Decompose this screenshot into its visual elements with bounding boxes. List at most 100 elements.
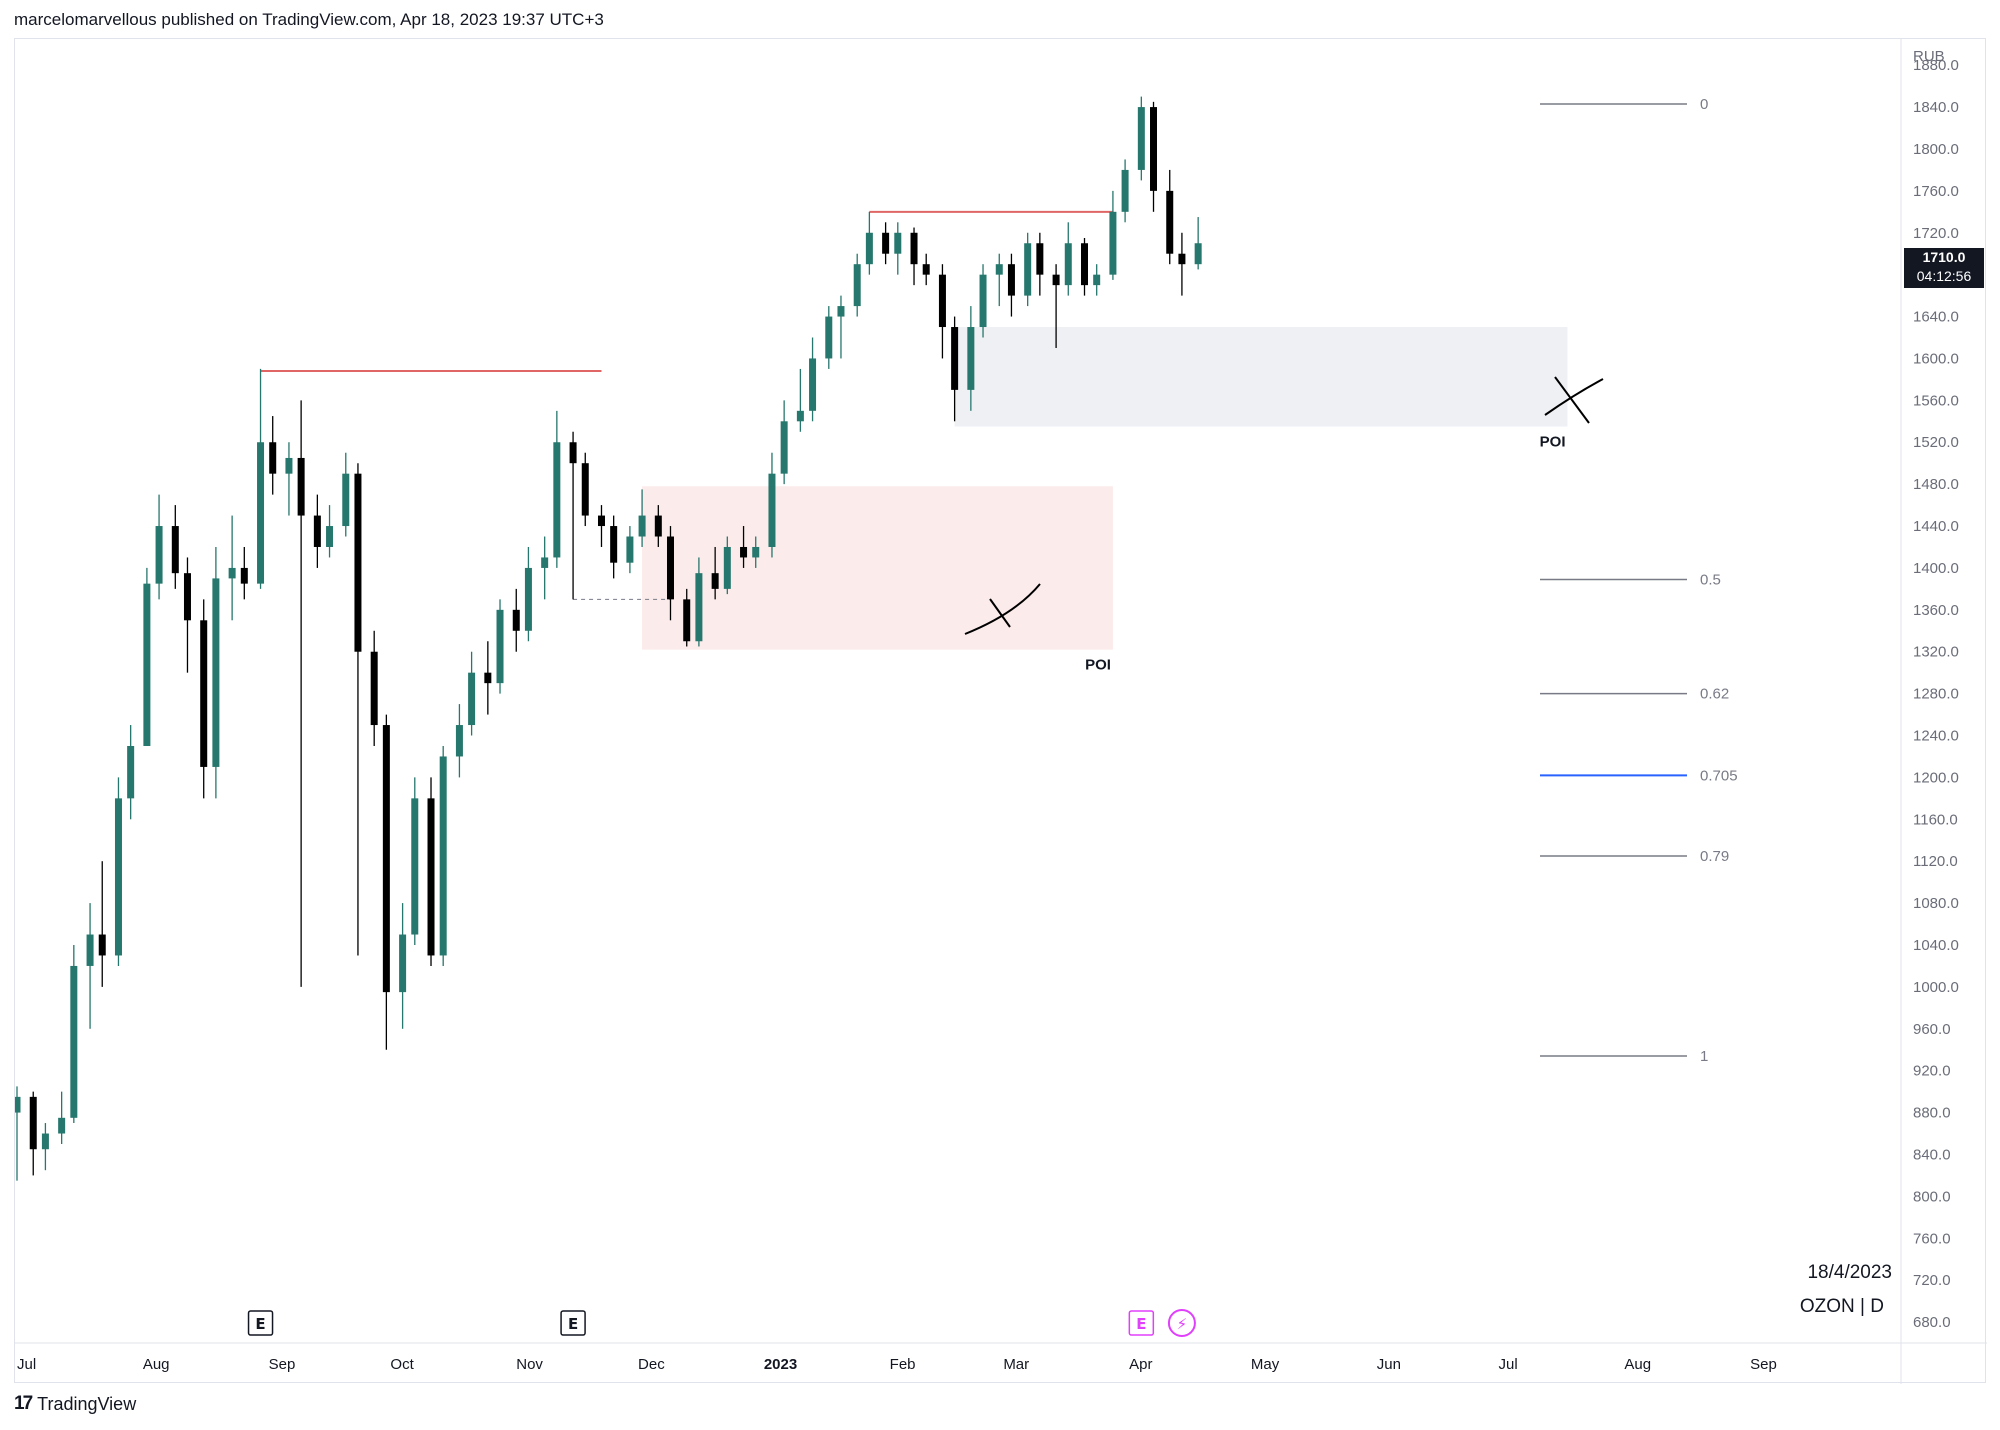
price-tick-label: 840.0	[1913, 1146, 1951, 1163]
candle-body[interactable]	[1081, 243, 1089, 286]
candle-body[interactable]	[257, 442, 265, 584]
candle-body[interactable]	[399, 934, 407, 993]
candle-body[interactable]	[1024, 243, 1032, 296]
candle-body[interactable]	[752, 546, 760, 558]
candle-body[interactable]	[654, 515, 662, 537]
candle-body[interactable]	[212, 578, 220, 767]
candle-body[interactable]	[695, 573, 703, 642]
candle-body[interactable]	[1121, 169, 1129, 212]
candle-body[interactable]	[1194, 243, 1202, 265]
candle-body[interactable]	[610, 526, 618, 563]
time-tick-label: Aug	[1624, 1356, 1651, 1373]
candle-body[interactable]	[922, 264, 930, 275]
candle-body[interactable]	[1036, 243, 1044, 275]
candle-body[interactable]	[553, 442, 561, 558]
price-tick-label: 1360.0	[1913, 602, 1959, 619]
candle-body[interactable]	[581, 463, 589, 516]
candle-body[interactable]	[1166, 190, 1174, 254]
tradingview-brand[interactable]: 17 TradingView	[14, 1393, 136, 1415]
candle-body[interactable]	[626, 536, 634, 563]
price-tick-label: 1400.0	[1913, 560, 1959, 577]
candle-body[interactable]	[512, 609, 520, 631]
candle-body[interactable]	[285, 457, 293, 474]
candle-body[interactable]	[1007, 264, 1015, 296]
candle-body[interactable]	[427, 798, 435, 956]
price-tick-label: 1240.0	[1913, 728, 1959, 745]
candle-body[interactable]	[342, 473, 350, 527]
candle-body[interactable]	[979, 274, 987, 328]
last-price: 1710.0	[1922, 249, 1966, 265]
candle-body[interactable]	[183, 573, 191, 621]
candle-body[interactable]	[1137, 107, 1145, 170]
candle-body[interactable]	[768, 473, 776, 547]
candle-body[interactable]	[58, 1117, 66, 1134]
candle-body[interactable]	[382, 725, 390, 993]
candle-body[interactable]	[569, 442, 577, 464]
candle-body[interactable]	[541, 557, 549, 568]
candle-body[interactable]	[938, 274, 946, 328]
candle-body[interactable]	[1178, 253, 1186, 265]
candle-body[interactable]	[86, 934, 94, 966]
candle-body[interactable]	[1093, 274, 1101, 286]
candle-body[interactable]	[155, 526, 163, 584]
candle-body[interactable]	[837, 306, 845, 317]
candle-body[interactable]	[326, 526, 334, 547]
candle-body[interactable]	[723, 546, 731, 589]
candle-body[interactable]	[439, 756, 447, 956]
candle-body[interactable]	[496, 609, 504, 684]
candle-body[interactable]	[666, 536, 674, 600]
candle-body[interactable]	[200, 620, 208, 767]
price-tick-label: 960.0	[1913, 1021, 1951, 1038]
candle-body[interactable]	[809, 358, 817, 411]
candle-body[interactable]	[1150, 107, 1158, 191]
candle-body[interactable]	[1109, 211, 1117, 275]
candle-body[interactable]	[853, 264, 861, 307]
price-tick-label: 1160.0	[1913, 811, 1958, 828]
candle-body[interactable]	[882, 232, 890, 254]
candle-body[interactable]	[228, 567, 236, 579]
candle-body[interactable]	[484, 672, 492, 684]
candle-body[interactable]	[127, 745, 135, 799]
candle-body[interactable]	[910, 232, 918, 265]
candle-body[interactable]	[455, 725, 463, 757]
candle-body[interactable]	[29, 1096, 37, 1150]
candle-body[interactable]	[240, 567, 248, 584]
candle-body[interactable]	[740, 546, 748, 558]
candle-body[interactable]	[711, 573, 719, 589]
candle-body[interactable]	[995, 264, 1003, 275]
candle-body[interactable]	[411, 798, 419, 935]
candle-body[interactable]	[967, 327, 975, 390]
candle-body[interactable]	[354, 473, 362, 652]
earnings-event-icon[interactable]: E	[1128, 1310, 1155, 1336]
candle-body[interactable]	[1052, 274, 1060, 286]
candle-body[interactable]	[370, 651, 378, 726]
candle-body[interactable]	[951, 327, 959, 390]
candle-body[interactable]	[468, 672, 476, 726]
time-tick-label: Apr	[1129, 1356, 1152, 1373]
candle-body[interactable]	[865, 232, 873, 265]
candle-body[interactable]	[98, 934, 106, 956]
earnings-event-icon[interactable]: E	[560, 1310, 586, 1336]
dividend-event-icon[interactable]: ⚡	[1167, 1309, 1196, 1337]
candle-body[interactable]	[825, 316, 833, 359]
candle-body[interactable]	[171, 526, 179, 574]
candle-body[interactable]	[894, 232, 902, 254]
candle-body[interactable]	[297, 457, 305, 516]
candle-body[interactable]	[313, 515, 321, 547]
candle-body[interactable]	[796, 410, 804, 422]
candle-body[interactable]	[269, 442, 277, 474]
candle-body[interactable]	[597, 515, 605, 527]
candle-body[interactable]	[683, 599, 691, 642]
earnings-event-icon[interactable]: E	[247, 1310, 274, 1336]
candle-body[interactable]	[1064, 243, 1072, 286]
candle-body[interactable]	[15, 1096, 21, 1113]
candle-body[interactable]	[638, 515, 646, 537]
candle-body[interactable]	[524, 567, 532, 631]
candle-body[interactable]	[114, 798, 122, 956]
candle-body[interactable]	[41, 1133, 49, 1150]
candle-body[interactable]	[780, 421, 788, 474]
candle-body[interactable]	[70, 965, 78, 1118]
candle-body[interactable]	[143, 583, 151, 746]
